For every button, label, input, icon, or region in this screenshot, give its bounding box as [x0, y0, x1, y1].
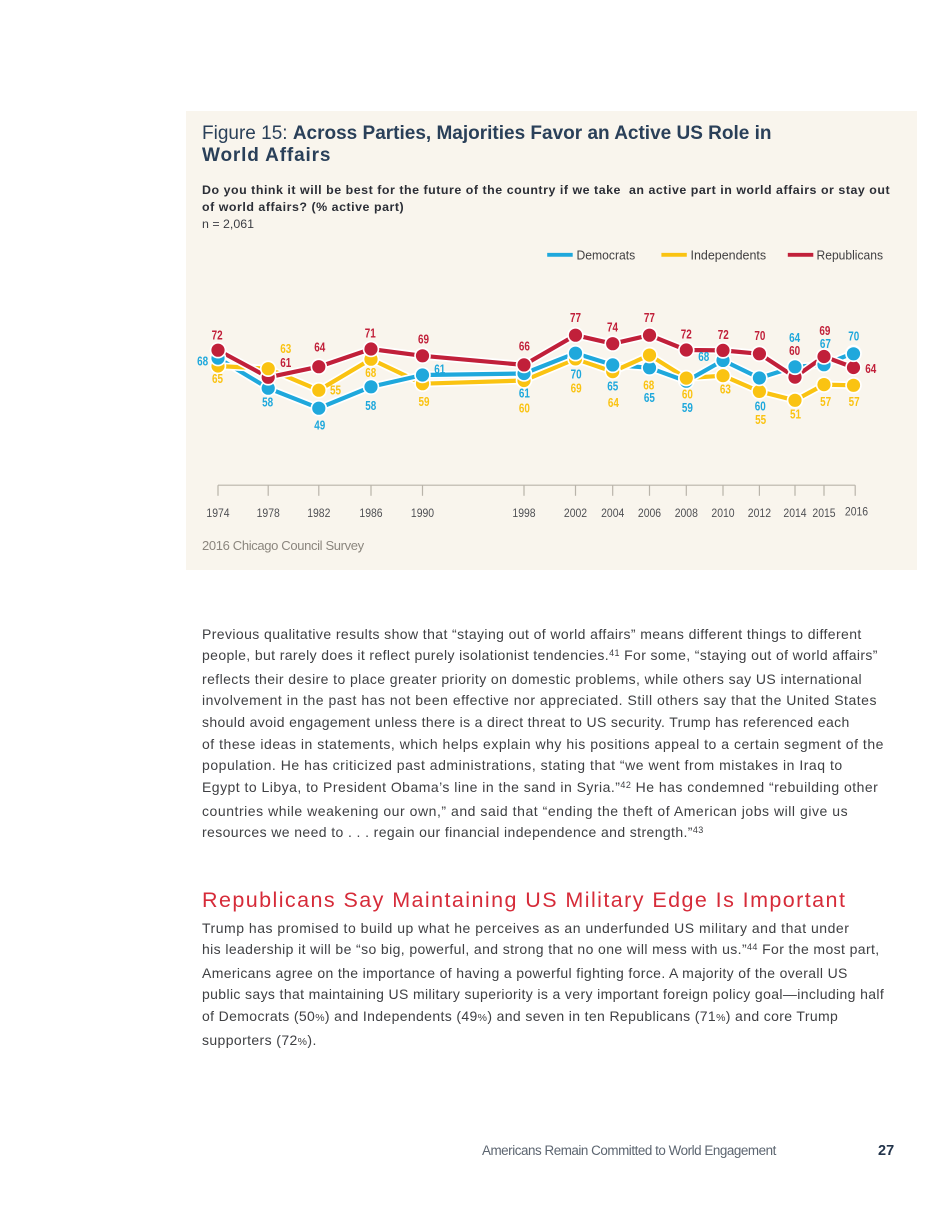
svg-text:49: 49: [314, 417, 325, 432]
svg-text:1978: 1978: [257, 506, 280, 520]
svg-text:72: 72: [681, 327, 692, 342]
svg-text:70: 70: [848, 329, 859, 344]
svg-text:68: 68: [197, 353, 208, 368]
svg-text:1974: 1974: [206, 506, 229, 520]
svg-text:57: 57: [820, 394, 831, 409]
svg-text:65: 65: [212, 371, 223, 386]
svg-text:2008: 2008: [675, 506, 698, 520]
svg-text:77: 77: [570, 310, 581, 325]
svg-text:Independents: Independents: [691, 247, 767, 262]
svg-text:70: 70: [754, 328, 765, 343]
svg-text:55: 55: [330, 382, 341, 397]
svg-text:2010: 2010: [711, 506, 734, 520]
svg-text:67: 67: [820, 336, 831, 351]
svg-text:74: 74: [607, 320, 618, 335]
svg-text:2015: 2015: [812, 506, 835, 520]
svg-text:72: 72: [212, 327, 223, 342]
svg-text:68: 68: [698, 349, 709, 364]
svg-text:61: 61: [434, 362, 445, 377]
svg-text:60: 60: [755, 398, 766, 413]
svg-text:2006: 2006: [638, 506, 661, 520]
svg-text:66: 66: [519, 339, 530, 354]
svg-text:58: 58: [365, 398, 376, 413]
svg-text:58: 58: [262, 394, 273, 409]
svg-text:64: 64: [608, 395, 619, 410]
svg-text:71: 71: [365, 325, 376, 340]
svg-text:2012: 2012: [748, 506, 771, 520]
svg-text:2014: 2014: [783, 506, 806, 520]
svg-text:Democrats: Democrats: [577, 247, 636, 262]
svg-text:63: 63: [280, 341, 291, 356]
svg-text:69: 69: [418, 331, 429, 346]
svg-text:59: 59: [682, 400, 693, 415]
svg-text:65: 65: [644, 390, 655, 405]
svg-text:Republicans: Republicans: [817, 247, 884, 262]
svg-text:1998: 1998: [512, 506, 535, 520]
svg-text:61: 61: [519, 386, 530, 401]
svg-text:68: 68: [643, 377, 654, 392]
svg-text:60: 60: [789, 343, 800, 358]
svg-text:70: 70: [571, 367, 582, 382]
svg-text:59: 59: [419, 394, 430, 409]
svg-text:69: 69: [819, 323, 830, 338]
svg-text:64: 64: [865, 361, 876, 376]
svg-text:57: 57: [849, 394, 860, 409]
svg-text:2004: 2004: [601, 506, 624, 520]
svg-text:61: 61: [280, 355, 291, 370]
svg-text:68: 68: [365, 365, 376, 380]
svg-text:55: 55: [755, 412, 766, 427]
svg-text:1986: 1986: [359, 506, 382, 520]
svg-text:60: 60: [519, 401, 530, 416]
svg-text:63: 63: [720, 382, 731, 397]
svg-text:64: 64: [314, 340, 325, 355]
svg-text:65: 65: [607, 378, 618, 393]
svg-text:2002: 2002: [564, 506, 587, 520]
svg-text:60: 60: [682, 386, 693, 401]
svg-text:72: 72: [718, 327, 729, 342]
svg-text:77: 77: [644, 310, 655, 325]
svg-text:69: 69: [571, 381, 582, 396]
svg-text:51: 51: [790, 407, 801, 422]
svg-text:1982: 1982: [307, 506, 330, 520]
svg-text:1990: 1990: [411, 506, 434, 520]
svg-text:2016: 2016: [845, 505, 868, 519]
svg-text:64: 64: [789, 330, 800, 345]
